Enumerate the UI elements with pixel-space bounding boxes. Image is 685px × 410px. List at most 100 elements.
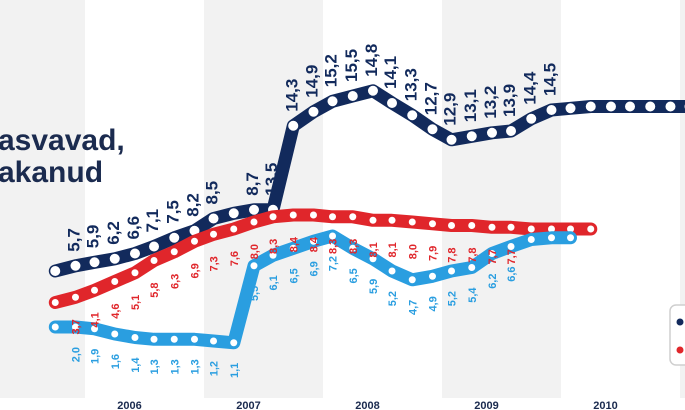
data-point-red <box>269 213 277 221</box>
data-label-light: 6,5 <box>348 268 360 283</box>
data-label-navy: 14,1 <box>381 56 400 89</box>
legend-marker-navy <box>676 318 684 326</box>
data-label-navy: 8,7 <box>243 172 262 196</box>
data-point-navy <box>347 91 358 101</box>
data-point-light <box>527 236 535 243</box>
data-label-red: 5,8 <box>149 283 161 298</box>
data-label-red: 7,7 <box>487 249 499 264</box>
data-label-navy: 13,1 <box>461 89 480 122</box>
data-point-red <box>329 213 337 221</box>
data-label-light: 6,5 <box>288 268 300 283</box>
data-point-navy <box>208 213 219 224</box>
data-point-red <box>71 293 79 301</box>
data-label-navy: 14,8 <box>362 44 381 77</box>
data-point-navy <box>70 260 81 271</box>
data-point-red <box>150 257 158 264</box>
data-label-light: 2,0 <box>70 347 82 362</box>
data-point-red <box>488 223 496 231</box>
title-line-0: asvavad, <box>0 124 125 157</box>
data-point-navy <box>665 101 676 112</box>
data-label-red: 7,8 <box>467 248 479 263</box>
data-label-light: 1,6 <box>110 354 122 369</box>
data-point-light <box>190 335 198 343</box>
data-point-navy <box>565 103 576 114</box>
data-label-red: 8,3 <box>348 239 360 254</box>
data-point-navy <box>506 126 517 136</box>
data-label-light: 4,9 <box>427 296 439 311</box>
data-point-red <box>587 225 595 233</box>
x-tick-label: 2010 <box>593 400 617 410</box>
data-point-light <box>349 244 357 252</box>
legend <box>669 304 685 366</box>
data-label-light: 6,9 <box>308 261 320 276</box>
data-point-navy <box>228 208 239 219</box>
data-point-navy <box>367 85 378 96</box>
data-point-red <box>210 230 218 238</box>
data-point-navy <box>526 113 537 124</box>
data-label-navy: 14,5 <box>540 63 559 96</box>
data-point-light <box>388 267 396 275</box>
data-point-navy <box>387 98 398 108</box>
data-point-red <box>289 211 297 219</box>
data-label-light: 1,3 <box>189 359 201 374</box>
data-point-red <box>170 248 178 256</box>
data-point-red <box>349 213 357 221</box>
data-point-light <box>468 264 476 271</box>
data-point-light <box>329 232 337 240</box>
data-point-red <box>567 225 575 233</box>
data-point-navy <box>446 134 457 145</box>
series-line-red <box>48 208 598 309</box>
data-label-red: 4,1 <box>90 312 102 327</box>
data-label-light: 5,2 <box>387 291 399 306</box>
data-label-navy: 12,7 <box>421 82 440 115</box>
legend-marker-red <box>676 346 684 354</box>
data-label-light: 1,2 <box>209 361 221 376</box>
data-point-red <box>51 299 59 306</box>
data-label-navy: 6,2 <box>104 221 123 245</box>
data-point-navy <box>327 96 338 107</box>
data-point-navy <box>585 101 596 112</box>
data-point-red <box>527 225 535 233</box>
data-label-navy: 8,2 <box>183 193 202 217</box>
data-point-navy <box>407 110 418 121</box>
data-label-navy: 15,5 <box>342 49 361 82</box>
data-label-navy: 13,5 <box>262 163 281 196</box>
data-label-light: 4,7 <box>407 300 419 315</box>
data-point-red <box>448 222 456 229</box>
data-point-light <box>150 335 158 343</box>
data-point-navy <box>308 106 319 117</box>
x-axis: 20062007200820092010201 <box>0 398 685 410</box>
data-label-red: 8,0 <box>407 244 419 259</box>
series-lines <box>48 84 685 350</box>
data-point-red <box>428 220 436 228</box>
data-point-light <box>408 276 416 284</box>
year-bands <box>0 0 685 398</box>
x-tick-label: 2009 <box>474 400 498 410</box>
data-label-red: 3,7 <box>70 319 82 334</box>
data-point-red <box>309 211 317 219</box>
data-point-red <box>91 286 99 294</box>
data-point-light <box>547 234 555 242</box>
data-label-red: 4,6 <box>110 304 122 319</box>
data-label-light: 5,9 <box>368 279 380 294</box>
data-label-light: 1,4 <box>130 357 142 373</box>
data-label-light: 1,9 <box>90 349 102 364</box>
data-point-light <box>210 337 218 345</box>
data-label-red: 8,3 <box>268 239 280 254</box>
data-point-red <box>408 218 416 226</box>
data-label-red: 8,4 <box>308 236 320 252</box>
data-point-light <box>269 251 277 259</box>
data-point-navy <box>546 105 557 115</box>
data-label-red: 8,1 <box>368 242 380 257</box>
data-point-light <box>51 323 59 331</box>
data-label-navy: 13,9 <box>500 84 519 117</box>
data-point-light <box>507 243 515 250</box>
data-point-light <box>230 339 238 347</box>
data-point-red <box>230 225 238 233</box>
data-label-navy: 6,6 <box>124 216 143 240</box>
data-point-red <box>507 223 515 231</box>
data-label-light: 6,2 <box>487 274 499 289</box>
data-point-light <box>448 267 456 275</box>
data-point-red <box>369 216 377 224</box>
data-label-navy: 7,1 <box>143 209 162 233</box>
